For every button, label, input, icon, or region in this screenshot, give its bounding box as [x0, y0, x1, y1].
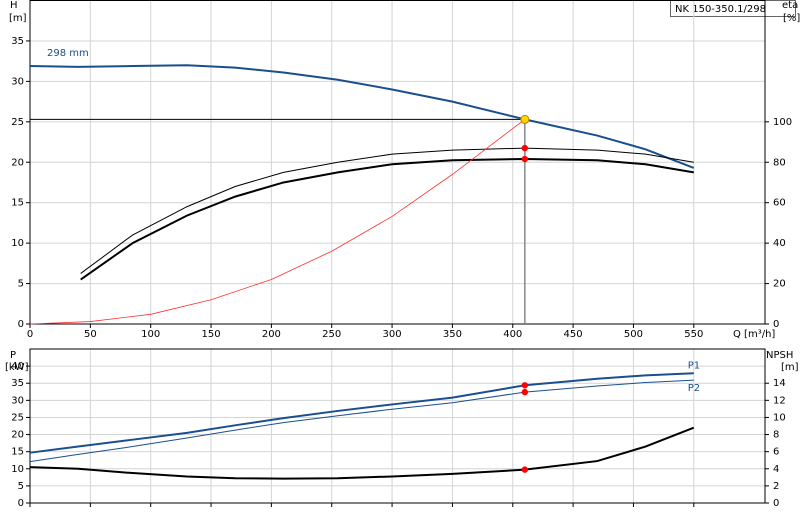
- y2-tick-label: 40: [773, 238, 786, 249]
- y2-tick-label: 8: [773, 430, 779, 441]
- series-label: 298 mm: [47, 48, 89, 59]
- model-label: NK 150-350.1/298: [675, 4, 766, 15]
- y-label: H: [10, 0, 18, 11]
- y2-tick-label: 12: [773, 395, 786, 406]
- x-tick-label: 250: [322, 329, 341, 340]
- plot-frame: [29, 0, 766, 325]
- series-label: P1: [688, 360, 700, 371]
- curve: [29, 64, 695, 169]
- y2-tick-label: 6: [773, 447, 779, 458]
- y2-tick-label: 0: [773, 498, 779, 509]
- y2-tick-label: 4: [773, 464, 779, 475]
- x-tick-label: 400: [503, 329, 522, 340]
- series-label: P2: [688, 383, 700, 394]
- x-tick-label: 550: [684, 329, 703, 340]
- y-tick-label: 25: [11, 117, 24, 128]
- x-tick-label: 200: [262, 329, 281, 340]
- y-tick-label: 15: [11, 198, 24, 209]
- duty-marker: [521, 388, 529, 396]
- x-tick-label: 300: [383, 329, 402, 340]
- y2-tick-label: 2: [773, 481, 779, 492]
- curve: [29, 119, 526, 325]
- y2-tick-label: 0: [773, 319, 779, 330]
- x-label: Q [m³/h]: [733, 329, 775, 340]
- y2-tick-label: 20: [773, 279, 786, 290]
- y-tick-label: 20: [11, 157, 24, 168]
- x-tick-label: 450: [564, 329, 583, 340]
- curve: [29, 426, 695, 480]
- y2-label: NPSH: [766, 350, 793, 361]
- y-tick-label: 15: [11, 447, 24, 458]
- y-unit: [m]: [9, 13, 27, 24]
- y-tick-label: 30: [11, 395, 24, 406]
- y2-tick-label: 10: [773, 412, 786, 423]
- y2-tick-label: 14: [773, 378, 786, 389]
- curve: [80, 158, 694, 281]
- x-tick-label: 0: [27, 329, 33, 340]
- y-tick-label: 35: [11, 378, 24, 389]
- x-tick-label: 350: [443, 329, 462, 340]
- y-tick-label: 25: [11, 412, 24, 423]
- y-label: P: [10, 350, 16, 361]
- duty-marker: [521, 155, 529, 163]
- y2-tick-label: 100: [773, 117, 792, 128]
- duty-marker: [520, 114, 530, 124]
- duty-marker: [521, 382, 529, 389]
- y2-unit: [m]: [781, 362, 799, 373]
- plot-frame: [29, 348, 766, 504]
- y-tick-label: 10: [11, 464, 24, 475]
- y-tick-label: 0: [18, 319, 24, 330]
- y-tick-label: 5: [18, 481, 24, 492]
- curve: [29, 372, 694, 454]
- x-tick-label: 500: [624, 329, 643, 340]
- y-tick-label: 40: [11, 361, 24, 372]
- y-tick-label: 20: [11, 430, 24, 441]
- y2-label: eta: [782, 0, 798, 11]
- y2-tick-label: 80: [773, 157, 786, 168]
- y-tick-label: 5: [18, 279, 24, 290]
- curve: [29, 379, 694, 463]
- y-tick-label: 30: [11, 76, 24, 87]
- y-unit: [kW]: [5, 362, 29, 373]
- x-tick-label: 50: [84, 329, 97, 340]
- y2-unit: [%]: [783, 13, 800, 24]
- y-tick-label: 0: [18, 498, 24, 509]
- y2-tick-label: 60: [773, 198, 786, 209]
- y-tick-label: 35: [11, 36, 24, 47]
- duty-marker: [521, 466, 529, 473]
- x-tick-label: 150: [201, 329, 220, 340]
- x-tick-label: 100: [141, 329, 160, 340]
- y-tick-label: 10: [11, 238, 24, 249]
- curve: [80, 147, 694, 274]
- duty-marker: [521, 144, 529, 152]
